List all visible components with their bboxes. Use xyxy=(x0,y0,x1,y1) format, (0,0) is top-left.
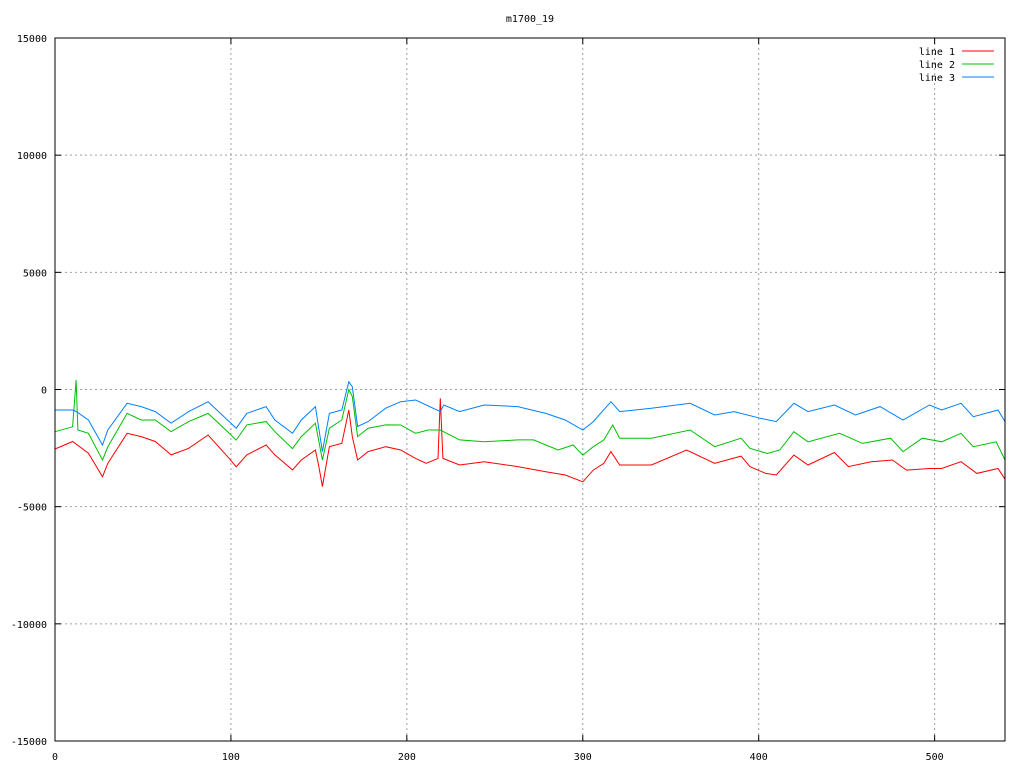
x-tick-label: 200 xyxy=(398,752,416,763)
x-tick-label: 300 xyxy=(574,752,592,763)
y-tick-label: 15000 xyxy=(17,34,47,45)
series-line-1 xyxy=(54,398,1006,487)
x-tick-label: 400 xyxy=(750,752,768,763)
x-tick-label: 500 xyxy=(926,752,944,763)
y-tick-label: 0 xyxy=(41,386,47,397)
y-tick-labels: -15000 -10000 -5000 0 5000 10000 15000 xyxy=(11,34,47,748)
series-line-3 xyxy=(55,380,1006,452)
tick-marks xyxy=(54,37,1005,742)
y-tick-label: 5000 xyxy=(23,268,47,279)
x-tick-labels: 0 100 200 300 400 500 xyxy=(52,752,944,763)
y-tick-label: -10000 xyxy=(11,620,47,631)
legend-label-line-1: line 1 xyxy=(919,47,955,58)
y-tick-label: 10000 xyxy=(17,151,47,162)
legend-label-line-3: line 3 xyxy=(919,73,955,84)
x-tick-label: 100 xyxy=(222,752,240,763)
y-tick-label: -5000 xyxy=(17,503,47,514)
x-tick-label: 0 xyxy=(52,752,58,763)
grid xyxy=(55,38,1005,741)
legend-label-line-2: line 2 xyxy=(919,60,955,71)
legend: line 1 line 2 line 3 xyxy=(919,47,994,84)
series-line-2 xyxy=(54,379,1006,462)
series-group xyxy=(54,379,1006,487)
y-tick-label: -15000 xyxy=(11,737,47,748)
chart-title: m1700_19 xyxy=(506,14,554,25)
